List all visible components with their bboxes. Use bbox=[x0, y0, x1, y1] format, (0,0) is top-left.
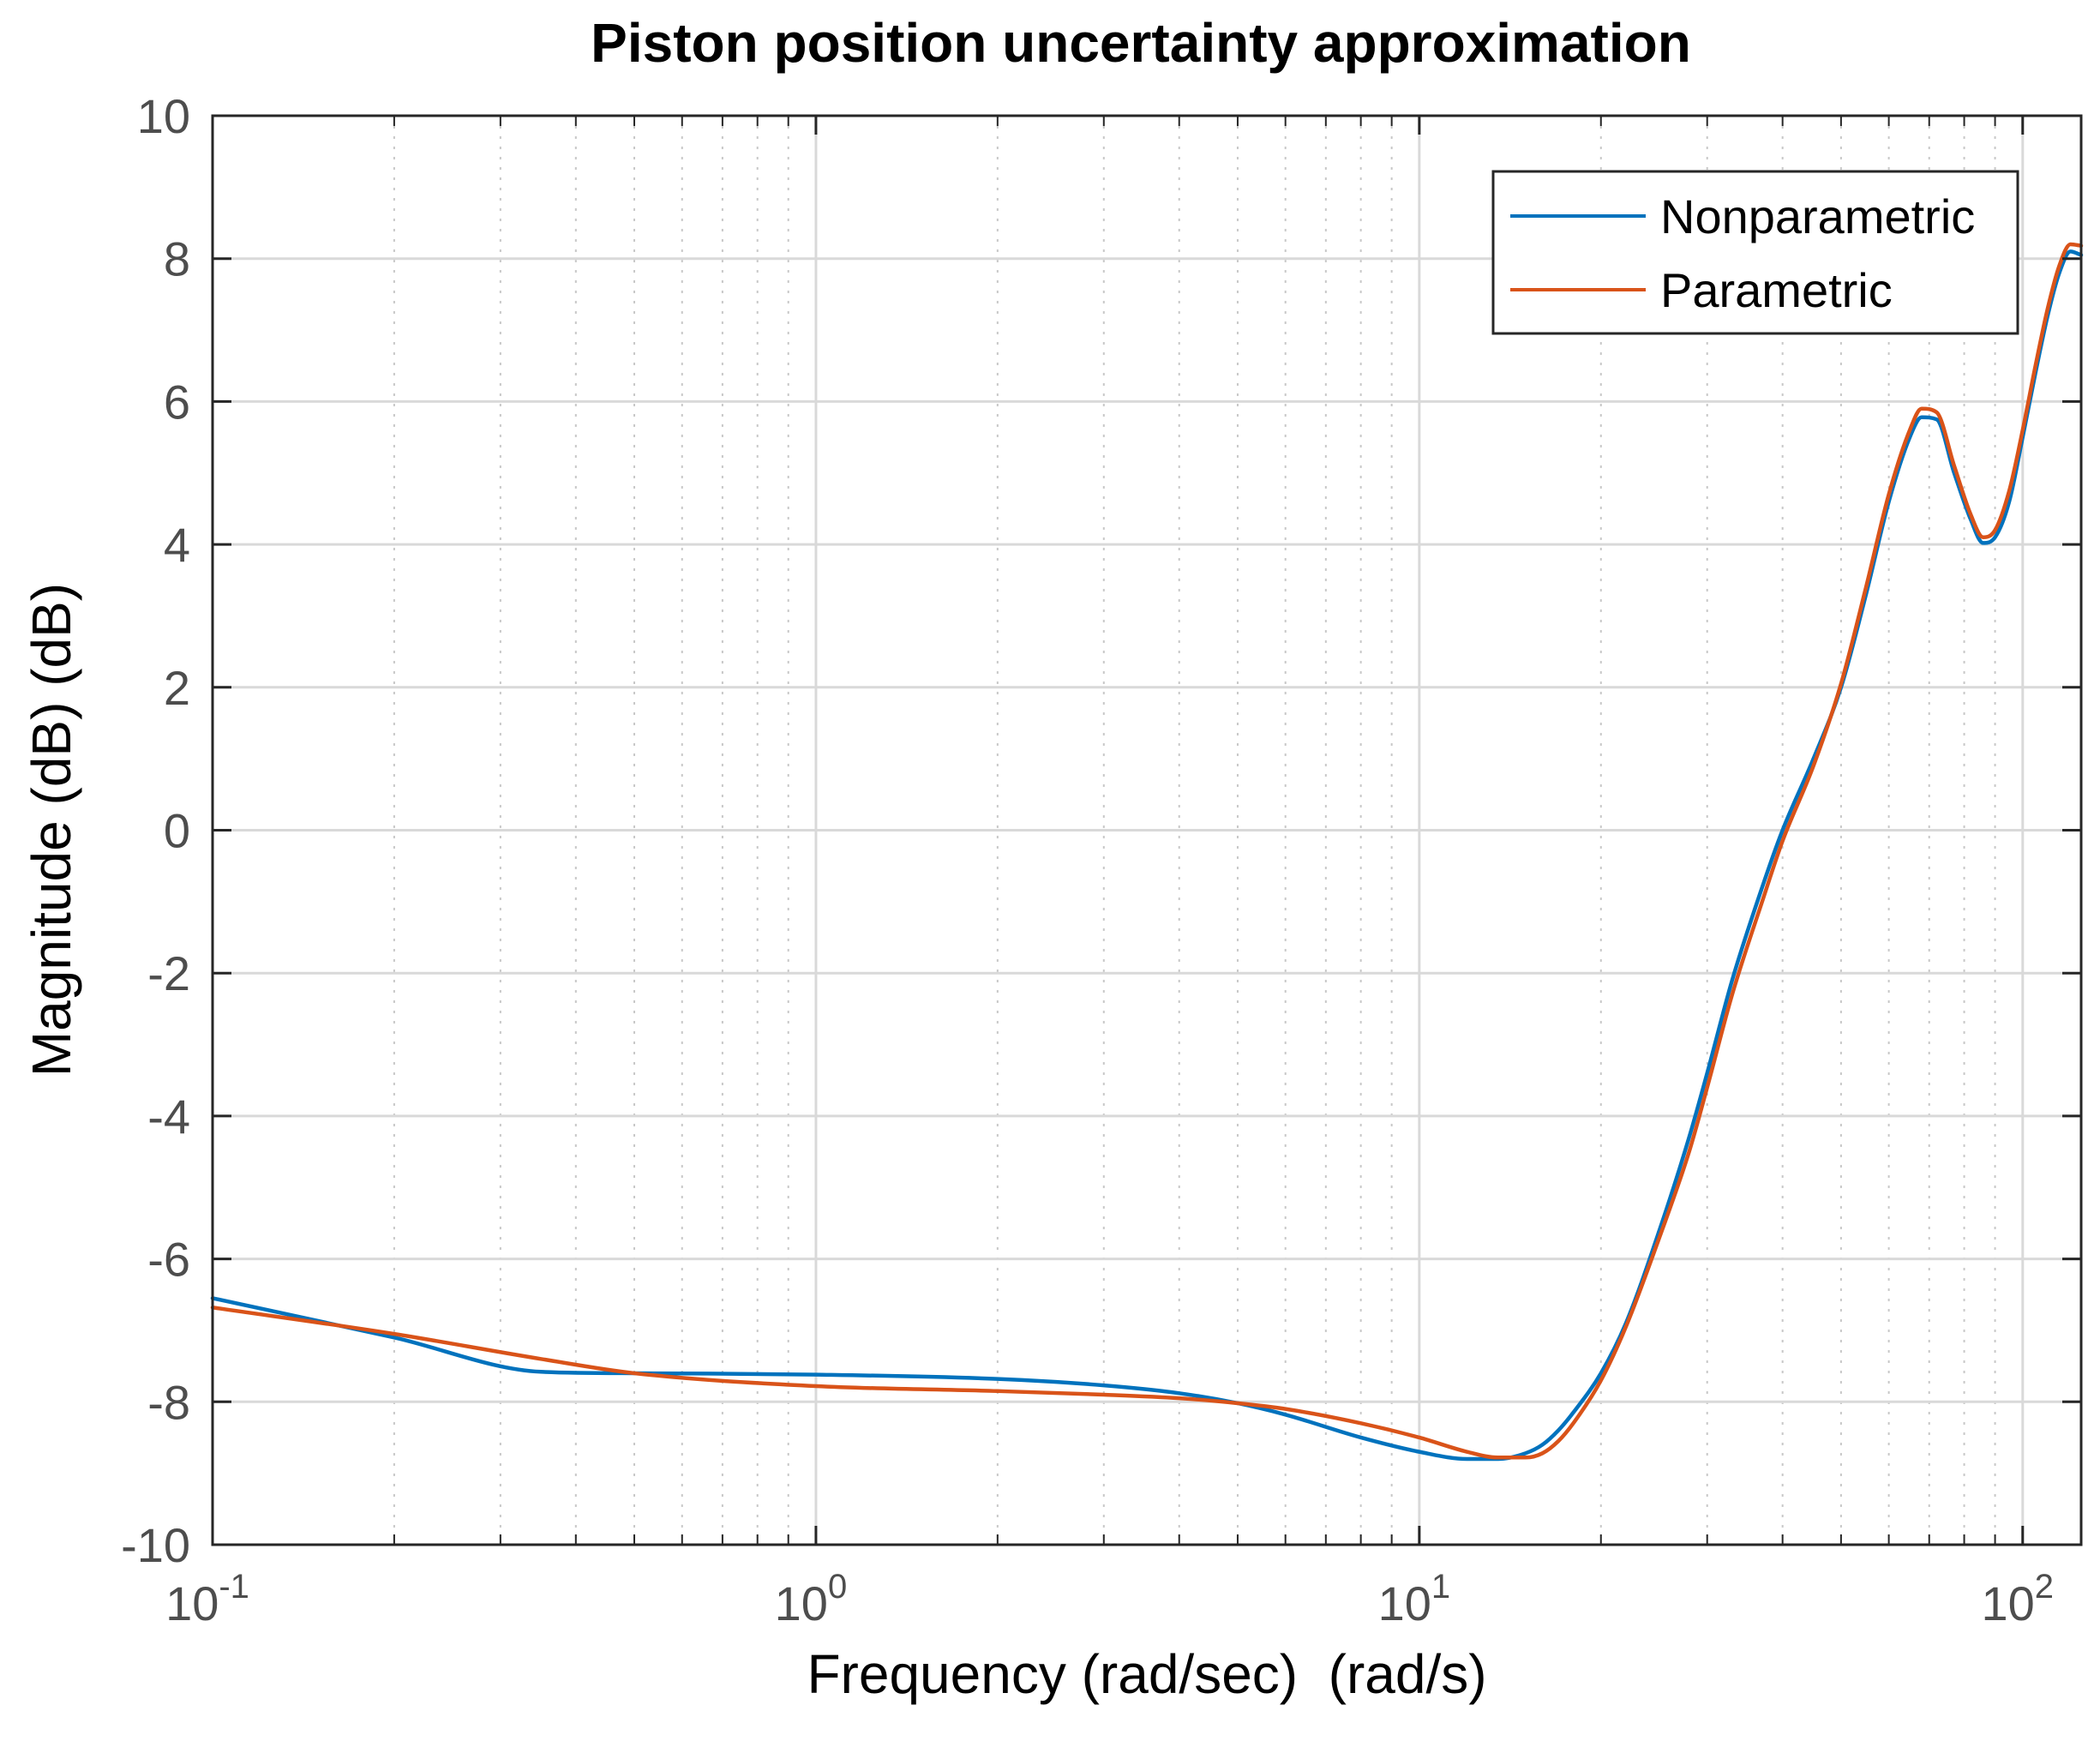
axis-ticks bbox=[211, 114, 2081, 1546]
y-tick-label: -10 bbox=[121, 1518, 190, 1572]
y-tick-label: -4 bbox=[147, 1090, 190, 1144]
x-tick-label: 100 bbox=[775, 1568, 848, 1630]
y-tick-labels: 10 8 6 4 2 0 -2 -4 -6 -8 -10 bbox=[121, 89, 190, 1572]
chart-title: Piston position uncertainty approximatio… bbox=[591, 12, 1691, 74]
x-tick-label: 101 bbox=[1378, 1568, 1451, 1630]
y-axis-label: Magnitude (dB) (dB) bbox=[21, 583, 82, 1077]
legend-label-parametric: Parametric bbox=[1660, 263, 1893, 317]
series-line-parametric bbox=[210, 242, 2084, 1460]
x-axis-label: Frequency (rad/sec) (rad/s) bbox=[807, 1643, 1486, 1705]
x-tick-label: 10-1 bbox=[165, 1568, 249, 1630]
x-tick-label: 102 bbox=[1982, 1568, 2055, 1630]
y-tick-label: -6 bbox=[147, 1233, 190, 1287]
series-line-nonparametric bbox=[210, 249, 2084, 1462]
x-tick-labels: 10-1 100 101 102 bbox=[165, 1568, 2054, 1630]
series-layer bbox=[210, 242, 2084, 1462]
y-tick-label: 0 bbox=[164, 804, 190, 858]
minor-grid bbox=[393, 116, 1996, 1545]
y-tick-label: -2 bbox=[147, 946, 190, 1000]
y-tick-label: 6 bbox=[164, 375, 190, 429]
legend-box bbox=[1491, 170, 2019, 335]
y-tick-label: 4 bbox=[164, 518, 190, 572]
y-tick-label: 10 bbox=[137, 89, 190, 143]
y-tick-label: 8 bbox=[164, 232, 190, 286]
y-tick-label: 2 bbox=[164, 661, 190, 715]
major-grid bbox=[213, 116, 2081, 1545]
legend-label-nonparametric: Nonparametric bbox=[1660, 189, 1975, 243]
legend[interactable]: Nonparametric Parametric bbox=[1491, 170, 2019, 335]
y-tick-label: -8 bbox=[147, 1375, 190, 1429]
